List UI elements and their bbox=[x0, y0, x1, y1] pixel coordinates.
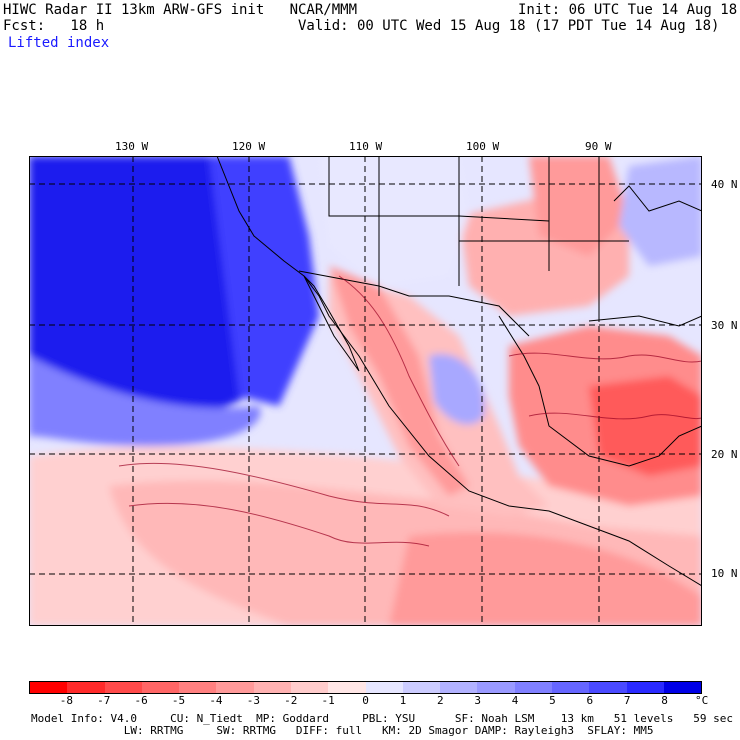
florida-coastline bbox=[588, 315, 702, 327]
great-plains-unstable-area bbox=[529, 156, 629, 256]
mexican-plateau-stable-area bbox=[429, 354, 485, 425]
lon-label-110w: 110 W bbox=[349, 140, 383, 153]
lat-lon-grid bbox=[29, 156, 702, 626]
contour-line bbox=[528, 412, 702, 420]
colorbar-tick-label: -3 bbox=[246, 694, 260, 707]
us-mexico-border bbox=[298, 270, 530, 337]
colorbar-tick-label: 6 bbox=[586, 694, 594, 707]
pacific-stable-area bbox=[29, 156, 268, 420]
lifted-index-field bbox=[29, 156, 702, 626]
model-info-line1: Model Info: V4.0 CU: N_Tiedt MP: Goddard… bbox=[31, 712, 733, 725]
colorbar-unit: °C bbox=[695, 694, 709, 707]
gulf-coastline bbox=[498, 315, 702, 467]
gulf-core-unstable-area bbox=[589, 376, 702, 476]
contour-line bbox=[338, 275, 460, 467]
colorbar-tick-label: 2 bbox=[436, 694, 444, 707]
lat-label-10n: 10 N bbox=[711, 567, 738, 580]
colorbar-segment bbox=[179, 682, 217, 693]
colorbar-segment bbox=[477, 682, 515, 693]
southwest-us-stable-area bbox=[319, 156, 469, 286]
pacific-coastline bbox=[216, 156, 702, 587]
lat-label-30n: 30 N bbox=[711, 319, 738, 332]
colorbar-tick-label: 3 bbox=[474, 694, 481, 707]
colorbar-segment bbox=[141, 682, 180, 693]
colorbar-tick-label: -7 bbox=[97, 694, 111, 707]
west-mexico-unstable-area bbox=[329, 266, 469, 496]
colorbar-segment bbox=[290, 682, 329, 693]
colorbar-segment bbox=[67, 682, 105, 693]
pacific-east-stable-area bbox=[209, 156, 319, 406]
colorbar-tick-label: -4 bbox=[209, 694, 223, 707]
colorbar-tick-label: 7 bbox=[623, 694, 631, 707]
lon-label-130w: 130 W bbox=[115, 140, 149, 153]
lon-label-120w: 120 W bbox=[232, 140, 266, 153]
central-america-unstable-area bbox=[389, 532, 702, 626]
lon-label-90w: 90 W bbox=[585, 140, 612, 153]
model-info-line2: LW: RRTMG SW: RRTMG DIFF: full KM: 2D Sm… bbox=[31, 724, 654, 737]
colorbar-segment bbox=[365, 682, 403, 693]
colorbar bbox=[29, 681, 702, 694]
colorbar-tick-label: 5 bbox=[549, 694, 556, 707]
colorbar-tick-label: 4 bbox=[511, 694, 519, 707]
colorbar-tick-label: -8 bbox=[59, 694, 73, 707]
pacific-west-stable-area bbox=[29, 356, 261, 446]
colorbar-segment bbox=[253, 682, 291, 693]
colorbar-segment bbox=[104, 682, 142, 693]
colorbar-segment bbox=[216, 682, 254, 693]
valid-time: Valid: 00 UTC Wed 15 Aug 18 (17 PDT Tue … bbox=[298, 18, 720, 34]
colorbar-segment bbox=[402, 682, 441, 693]
colorbar-segment bbox=[626, 682, 664, 693]
coastlines bbox=[216, 156, 702, 587]
contour-line bbox=[118, 462, 450, 517]
init-time: Init: 06 UTC Tue 14 Aug 18 bbox=[518, 2, 738, 18]
colorbar-segment bbox=[328, 682, 366, 693]
great-lakes-coastline bbox=[613, 185, 702, 212]
field-name: Lifted index bbox=[8, 35, 110, 51]
colorbar-tick-label: 0 bbox=[362, 694, 369, 707]
map-border bbox=[29, 156, 702, 626]
contour-lines bbox=[118, 275, 702, 547]
lon-label-100w: 100 W bbox=[466, 140, 500, 153]
colorbar-tick-label: -2 bbox=[284, 694, 298, 707]
baja-california-coastline bbox=[303, 275, 360, 372]
colorbar-tick-label: -1 bbox=[321, 694, 335, 707]
colorbar-tick-label: -6 bbox=[134, 694, 148, 707]
colorbar-tick-label: -5 bbox=[171, 694, 186, 707]
colorbar-segment bbox=[589, 682, 627, 693]
lifted-index-map bbox=[29, 156, 702, 626]
colorbar-segment bbox=[440, 682, 478, 693]
lat-label-40n: 40 N bbox=[711, 178, 738, 191]
colorbar-tick-label: 8 bbox=[661, 694, 668, 707]
lat-label-20n: 20 N bbox=[711, 448, 738, 461]
model-title: HIWC Radar II 13km ARW-GFS init NCAR/MMM bbox=[3, 2, 358, 18]
colorbar-segment bbox=[663, 682, 702, 693]
colorbar-segment bbox=[551, 682, 590, 693]
colorbar-segment bbox=[514, 682, 552, 693]
contour-line bbox=[128, 502, 430, 547]
forecast-hour: Fcst: 18 h bbox=[3, 18, 105, 34]
contour-line bbox=[508, 352, 702, 363]
state-border bbox=[329, 215, 550, 222]
colorbar-tick-label: 1 bbox=[399, 694, 407, 707]
colorbar-segment bbox=[30, 682, 68, 693]
